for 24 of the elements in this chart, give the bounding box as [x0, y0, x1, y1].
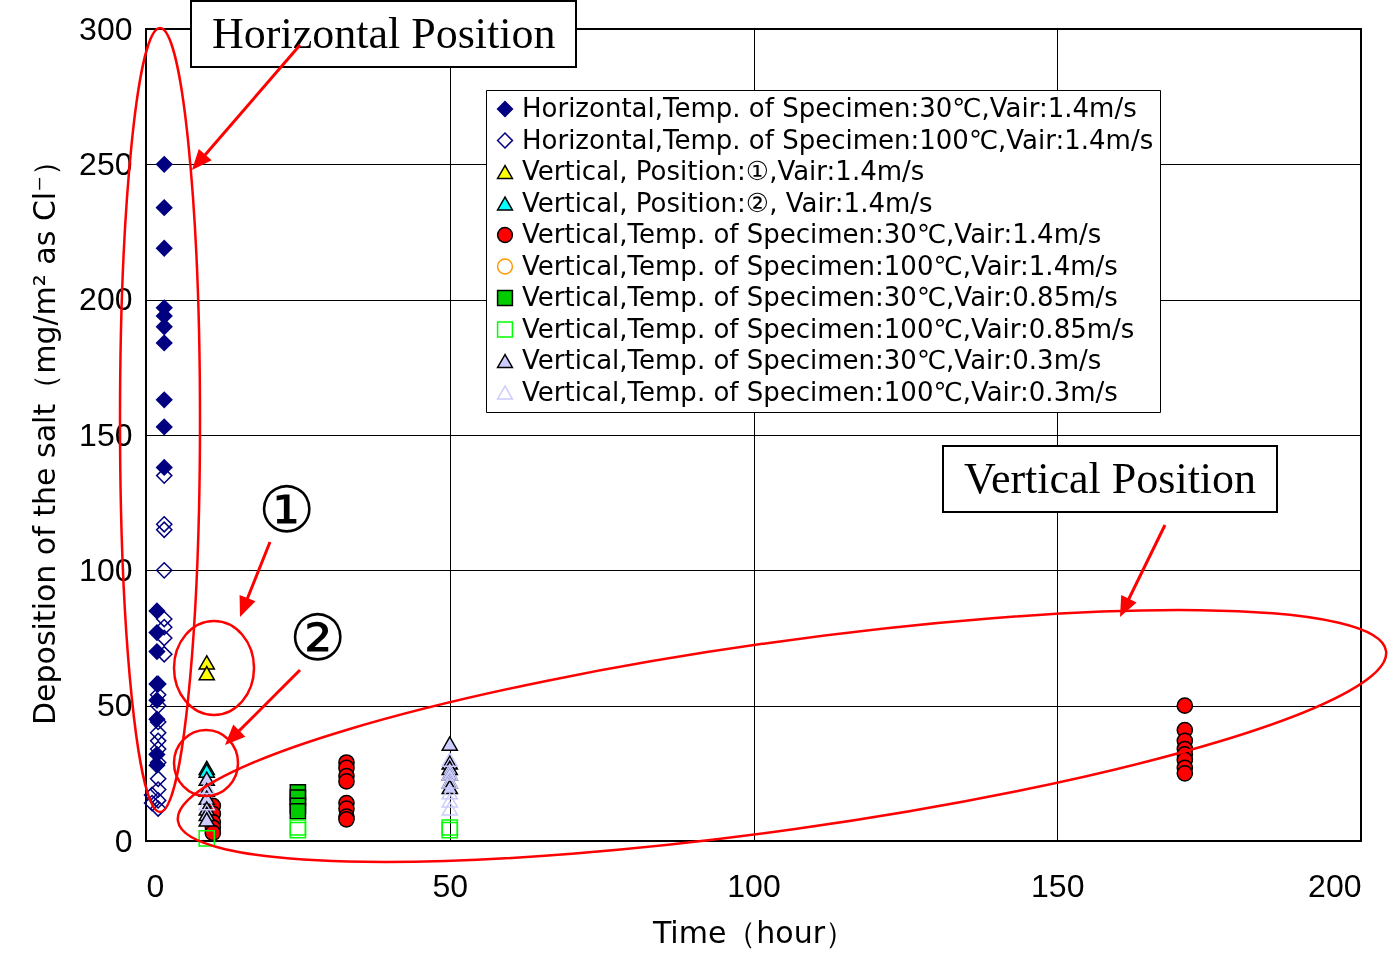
x-axis-title: Time（hour）: [651, 914, 856, 950]
legend-label: Vertical,Temp. of Specimen:30℃,Vair:1.4m/s: [522, 219, 1102, 249]
legend-label: Vertical, Position:①,Vair:1.4m/s: [522, 156, 925, 186]
legend-label: Vertical,Temp. of Specimen:100℃,Vair:0.3m/s: [522, 376, 1118, 407]
x-tick-label: 100: [727, 867, 781, 904]
annotation: Vertical Position: [942, 445, 1279, 513]
legend-label: Horizontal,Temp. of Specimen:30℃,Vair:1.4m/s: [522, 93, 1137, 123]
legend-label: Vertical, Position:②, Vair:1.4m/s: [522, 187, 933, 218]
legend-label: Vertical,Temp. of Specimen:100℃,Vair:1.4m/s: [522, 250, 1118, 281]
x-tick-label: 50: [432, 867, 469, 904]
annotation: ②: [289, 601, 347, 675]
y-tick-label: 0: [114, 822, 133, 859]
x-tick-label: 150: [1031, 867, 1085, 904]
x-tick-label: 200: [1308, 867, 1362, 904]
legend-label: Horizontal,Temp. of Specimen:100℃,Vair:1.4m/s: [522, 124, 1154, 155]
y-axis-title: Deposition of the salt（mg/m² as Cl⁻）: [27, 145, 63, 726]
legend-label: Vertical,Temp. of Specimen:30℃,Vair:0.3m/s: [522, 345, 1102, 375]
y-tick-label: 50: [96, 687, 133, 724]
annotation: Horizontal Position: [190, 0, 578, 68]
legend-label: Vertical,Temp. of Specimen:100℃,Vair:0.85m/s: [522, 313, 1135, 344]
x-tick-label: 0: [146, 867, 165, 904]
annotation: ①: [258, 473, 316, 547]
y-tick-label: 300: [79, 10, 133, 47]
legend-label: Vertical,Temp. of Specimen:30℃,Vair:0.85m/s: [522, 282, 1118, 312]
